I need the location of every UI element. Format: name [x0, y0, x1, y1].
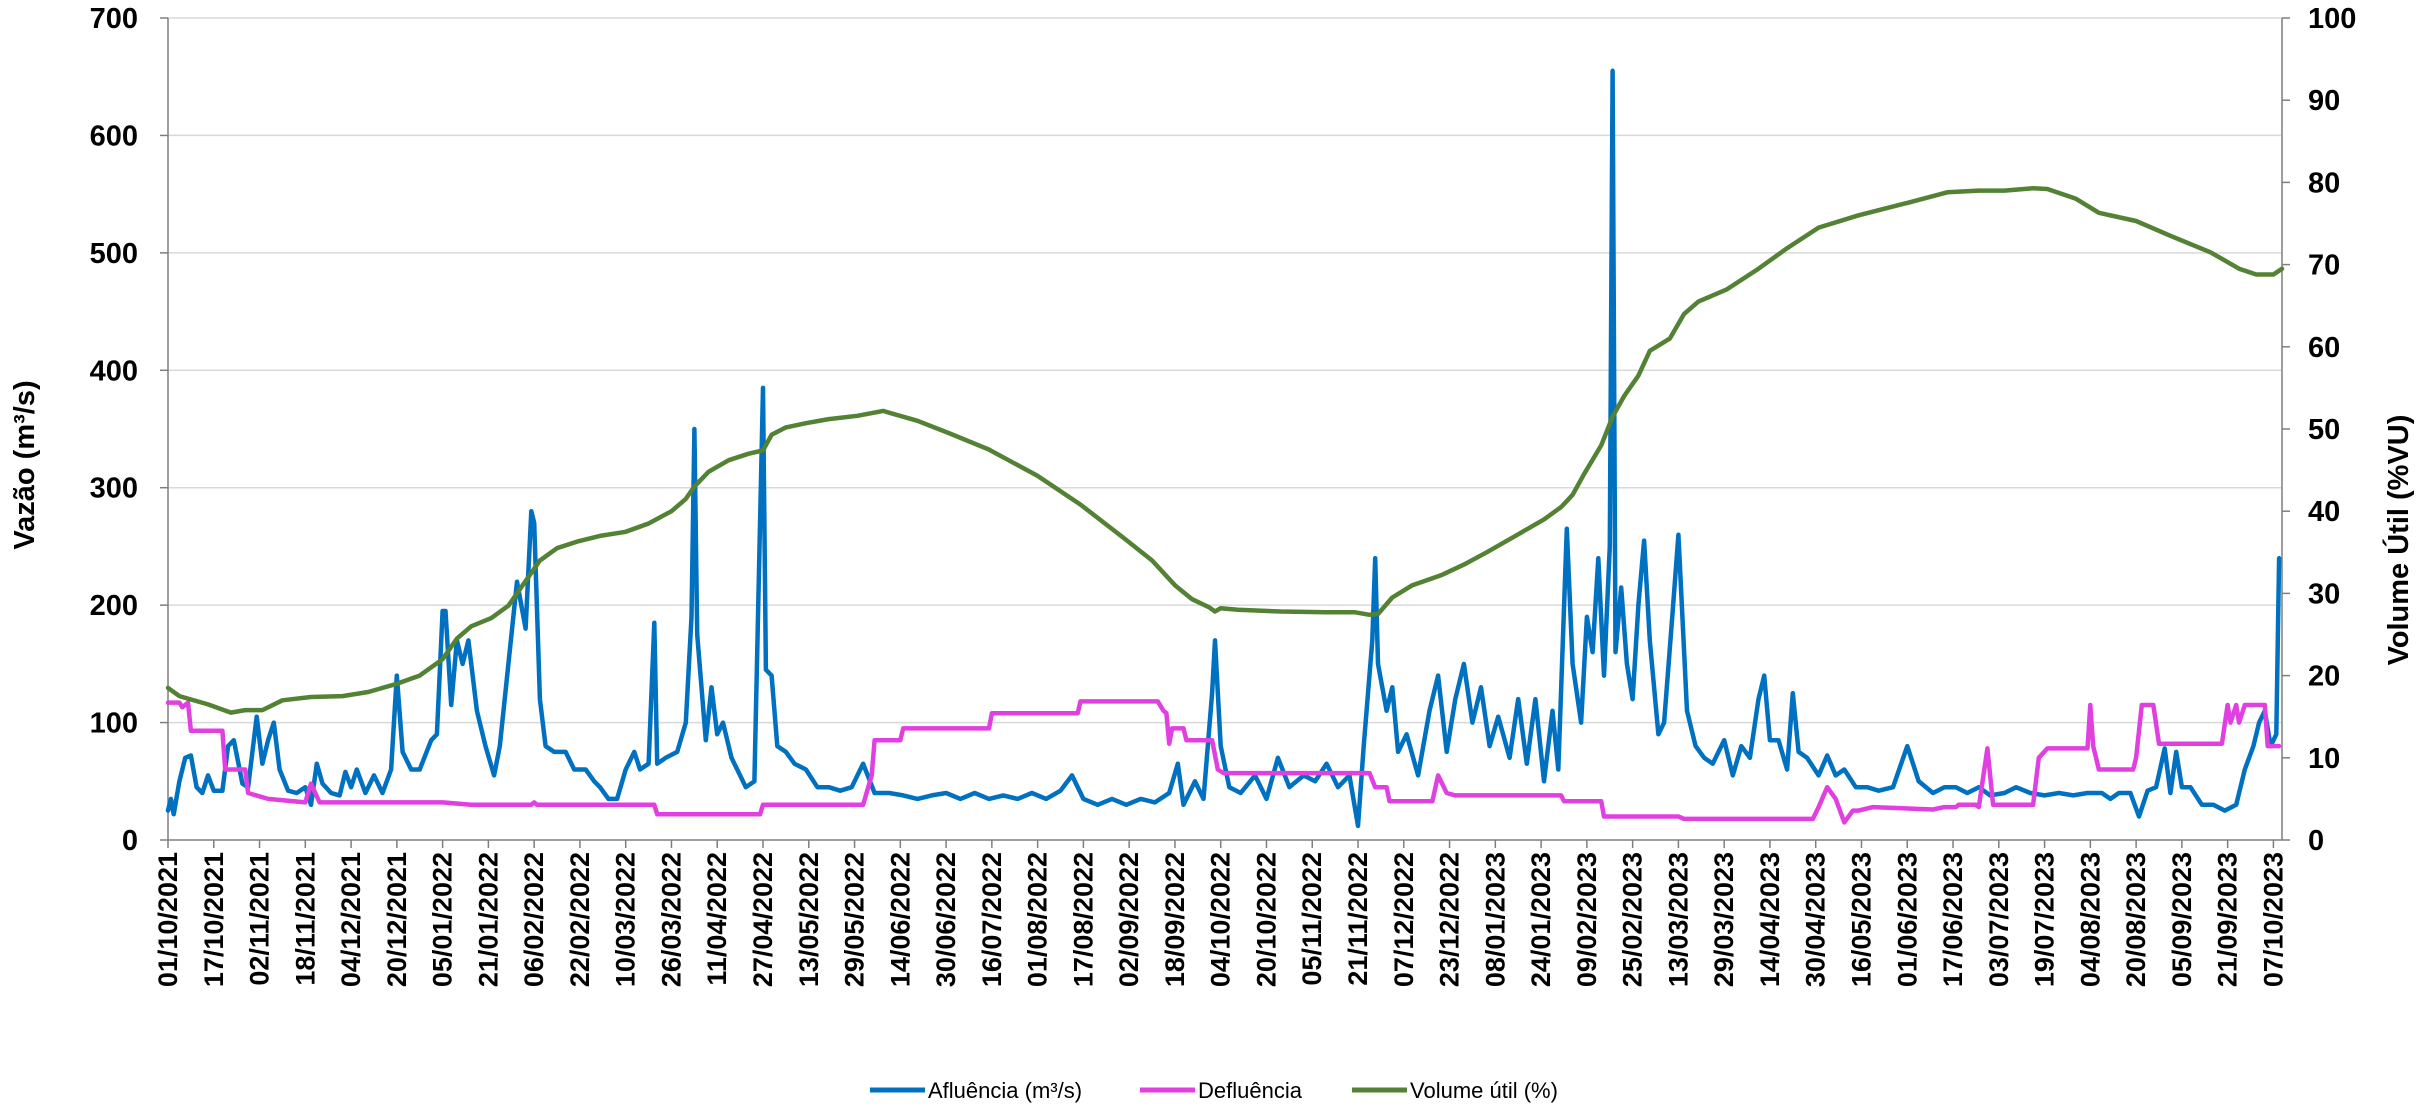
- x-tick-label: 26/03/2022: [656, 852, 686, 987]
- x-tick-label: 04/10/2022: [1206, 852, 1236, 987]
- y-tick-label-right: 100: [2308, 3, 2356, 35]
- x-tick-label: 04/08/2023: [2075, 852, 2105, 987]
- x-tick-label: 17/08/2022: [1068, 852, 1098, 987]
- x-tick-label: 14/06/2022: [885, 852, 915, 987]
- y-tick-label-left: 200: [90, 590, 138, 622]
- x-tick-label: 29/03/2023: [1709, 852, 1739, 987]
- y-tick-label-left: 0: [122, 825, 138, 857]
- x-tick-label: 30/04/2023: [1801, 852, 1831, 987]
- x-tick-label: 25/02/2023: [1618, 852, 1648, 987]
- x-tick-label: 05/09/2023: [2167, 852, 2197, 987]
- x-tick-label: 01/06/2023: [1892, 852, 1922, 987]
- x-tick-label: 02/11/2021: [245, 852, 275, 986]
- legend-label-1: Afluência (m³/s): [928, 1078, 1082, 1103]
- y-tick-label-left: 500: [90, 238, 138, 270]
- y-tick-label-left: 600: [90, 120, 138, 152]
- x-tick-label: 17/10/2021: [199, 852, 229, 987]
- x-tick-label: 21/01/2022: [473, 852, 503, 987]
- x-tick-label: 18/09/2022: [1160, 852, 1190, 987]
- legend-label-3: Volume útil (%): [1410, 1078, 1558, 1103]
- x-tick-label: 02/09/2022: [1114, 852, 1144, 987]
- x-tick-label: 01/08/2022: [1023, 852, 1053, 987]
- x-tick-label: 11/04/2022: [702, 852, 732, 986]
- x-tick-label: 22/02/2022: [565, 852, 595, 987]
- x-tick-label: 10/03/2022: [611, 852, 641, 987]
- x-tick-label: 24/01/2023: [1526, 852, 1556, 987]
- x-tick-label: 16/05/2023: [1846, 852, 1876, 987]
- y-tick-label-right: 40: [2308, 496, 2340, 528]
- x-tick-label: 29/05/2022: [840, 852, 870, 987]
- legend: Afluência (m³/s) Defluência Volume útil (%…: [870, 1078, 1558, 1103]
- y-axis-title-right: Volume Útil (%VU): [2381, 415, 2415, 666]
- series-line-1: [165, 68, 2282, 829]
- x-tick-label: 20/12/2021: [382, 852, 412, 987]
- x-tick-label: 09/02/2023: [1572, 852, 1602, 987]
- x-tick-label: 20/10/2022: [1251, 852, 1281, 987]
- y-tick-label-right: 70: [2308, 250, 2340, 282]
- x-tick-label: 17/06/2023: [1938, 852, 1968, 987]
- x-tick-label: 03/07/2023: [1984, 852, 2014, 987]
- series-line-3: [165, 185, 2285, 715]
- y-tick-label-left: 400: [90, 355, 138, 387]
- y-tick-label-right: 30: [2308, 578, 2340, 610]
- x-tick-label: 06/02/2022: [519, 852, 549, 987]
- x-tick-label: 07/10/2023: [2258, 852, 2288, 987]
- y-tick-label-right: 0: [2308, 825, 2324, 857]
- legend-label-2: Defluência: [1198, 1078, 1303, 1103]
- x-tick-label: 16/07/2022: [977, 852, 1007, 987]
- x-tick-label: 04/12/2021: [336, 852, 366, 987]
- y-tick-label-right: 80: [2308, 167, 2340, 199]
- x-tick-label: 19/07/2023: [2030, 852, 2060, 987]
- x-tick-label: 23/12/2022: [1435, 852, 1465, 987]
- y-tick-label-right: 50: [2308, 414, 2340, 446]
- y-tick-label-left: 300: [90, 473, 138, 505]
- x-tick-label: 30/06/2022: [931, 852, 961, 987]
- gridlines: [168, 17, 2282, 724]
- y-tick-label-right: 20: [2308, 661, 2340, 693]
- series-line-2: [165, 699, 2282, 825]
- series-lines: [165, 68, 2285, 829]
- x-tick-label: 21/11/2022: [1343, 852, 1373, 986]
- x-tick-label: 01/10/2021: [153, 852, 183, 987]
- axes: [160, 17, 2290, 848]
- x-tick-label: 13/03/2023: [1663, 852, 1693, 987]
- y-tick-label-right: 10: [2308, 743, 2340, 775]
- y-tick-label-right: 60: [2308, 332, 2340, 364]
- tick-labels: 0 100 200 300 400 500 600 700 0 10 20 30 40 50 60 70 80 9…: [90, 3, 2357, 987]
- x-tick-label: 18/11/2021: [290, 852, 320, 986]
- y-axis-title-left: Vazão (m³/s): [9, 380, 41, 549]
- x-tick-label: 27/04/2022: [748, 852, 778, 987]
- x-tick-label: 05/01/2022: [428, 852, 458, 987]
- x-tick-label: 08/01/2023: [1480, 852, 1510, 987]
- y-tick-label-left: 700: [90, 3, 138, 35]
- x-tick-label: 20/08/2023: [2121, 852, 2151, 987]
- y-tick-label-right: 90: [2308, 85, 2340, 117]
- x-tick-label: 05/11/2022: [1297, 852, 1327, 986]
- x-tick-label: 13/05/2022: [794, 852, 824, 987]
- y-tick-label-left: 100: [90, 708, 138, 740]
- x-tick-label: 07/12/2022: [1389, 852, 1419, 987]
- x-tick-label: 14/04/2023: [1755, 852, 1785, 987]
- x-tick-label: 21/09/2023: [2213, 852, 2243, 987]
